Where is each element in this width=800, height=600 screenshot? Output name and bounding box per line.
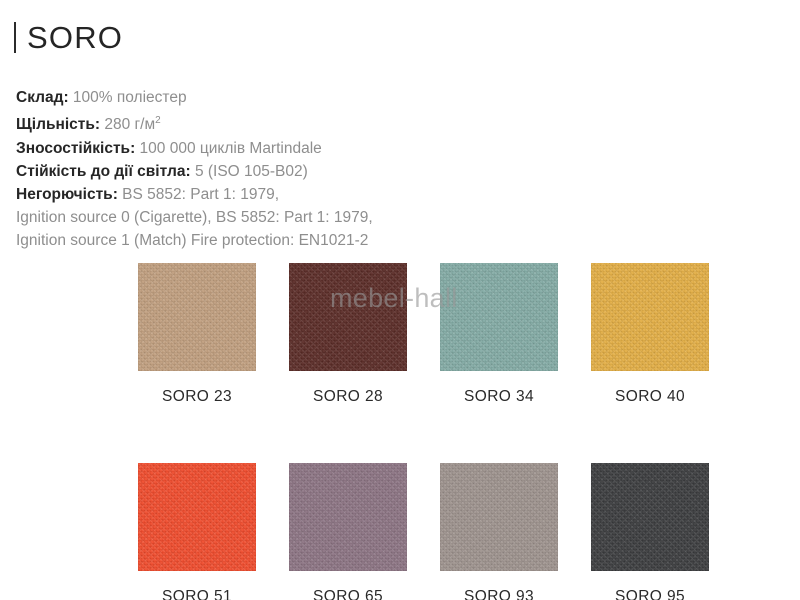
spec-value-superscript: 2 <box>155 115 161 127</box>
swatch-cell[interactable]: SORO 51 <box>138 463 256 600</box>
spec-row-density: Щільність: 280 г/м2 <box>16 109 556 136</box>
swatch-label: SORO 93 <box>464 588 534 600</box>
title-accent-bar <box>14 22 16 53</box>
page-title: SORO <box>14 22 123 53</box>
color-swatch[interactable] <box>440 463 558 571</box>
swatch-label: SORO 95 <box>615 588 685 600</box>
color-swatch[interactable] <box>289 263 407 371</box>
swatch-cell[interactable]: SORO 23 <box>138 263 256 406</box>
color-swatch[interactable] <box>591 263 709 371</box>
swatch-label: SORO 40 <box>615 388 685 405</box>
spec-value: 5 (ISO 105-B02) <box>194 162 308 180</box>
specification-list: Склад: 100% поліестер Щільність: 280 г/м… <box>16 86 556 253</box>
spec-label: Щільність: <box>16 116 101 134</box>
swatch-cell[interactable]: SORO 40 <box>591 263 709 406</box>
spec-row-flammability-cont-2: Ignition source 1 (Match) Fire protectio… <box>16 229 556 252</box>
swatch-label: SORO 28 <box>313 388 383 405</box>
spec-continuation: Ignition source 1 (Match) Fire protectio… <box>16 232 369 250</box>
color-swatch[interactable] <box>591 463 709 571</box>
title-label: SORO <box>27 20 124 55</box>
color-swatch-grid: SORO 23 SORO 28 SORO 34 SORO 40 SORO 51 … <box>138 263 710 600</box>
spec-label: Негорючість: <box>16 185 118 203</box>
color-swatch[interactable] <box>289 463 407 571</box>
swatch-label: SORO 65 <box>313 588 383 600</box>
spec-label: Стійкість до дії світла: <box>16 162 191 180</box>
spec-continuation: Ignition source 0 (Cigarette), BS 5852: … <box>16 209 373 227</box>
spec-value: 100% поліестер <box>72 89 187 106</box>
color-swatch[interactable] <box>138 463 256 571</box>
spec-label: Зносостійкість: <box>16 139 136 157</box>
swatch-cell[interactable]: SORO 95 <box>591 463 709 600</box>
swatch-cell[interactable]: SORO 34 <box>440 263 558 406</box>
swatch-cell[interactable]: SORO 65 <box>289 463 407 600</box>
spec-value: 100 000 циклів Martindale <box>139 139 322 157</box>
swatch-cell[interactable]: SORO 28 <box>289 263 407 406</box>
spec-value: BS 5852: Part 1: 1979, <box>122 185 280 203</box>
color-swatch[interactable] <box>138 263 256 371</box>
color-swatch[interactable] <box>440 263 558 371</box>
spec-row-flammability: Негорючість: BS 5852: Part 1: 1979, <box>16 183 556 206</box>
swatch-label: SORO 51 <box>162 588 232 600</box>
spec-label: Склад: <box>16 89 69 106</box>
spec-row-composition: Склад: 100% поліестер <box>16 86 556 109</box>
spec-value: 280 г/м <box>104 116 156 134</box>
spec-row-abrasion: Зносостійкість: 100 000 циклів Martindal… <box>16 137 556 160</box>
spec-row-flammability-cont-1: Ignition source 0 (Cigarette), BS 5852: … <box>16 206 556 229</box>
spec-row-lightfastness: Стійкість до дії світла: 5 (ISO 105-B02) <box>16 160 556 183</box>
swatch-cell[interactable]: SORO 93 <box>440 463 558 600</box>
swatch-label: SORO 23 <box>162 388 232 405</box>
swatch-label: SORO 34 <box>464 388 534 405</box>
